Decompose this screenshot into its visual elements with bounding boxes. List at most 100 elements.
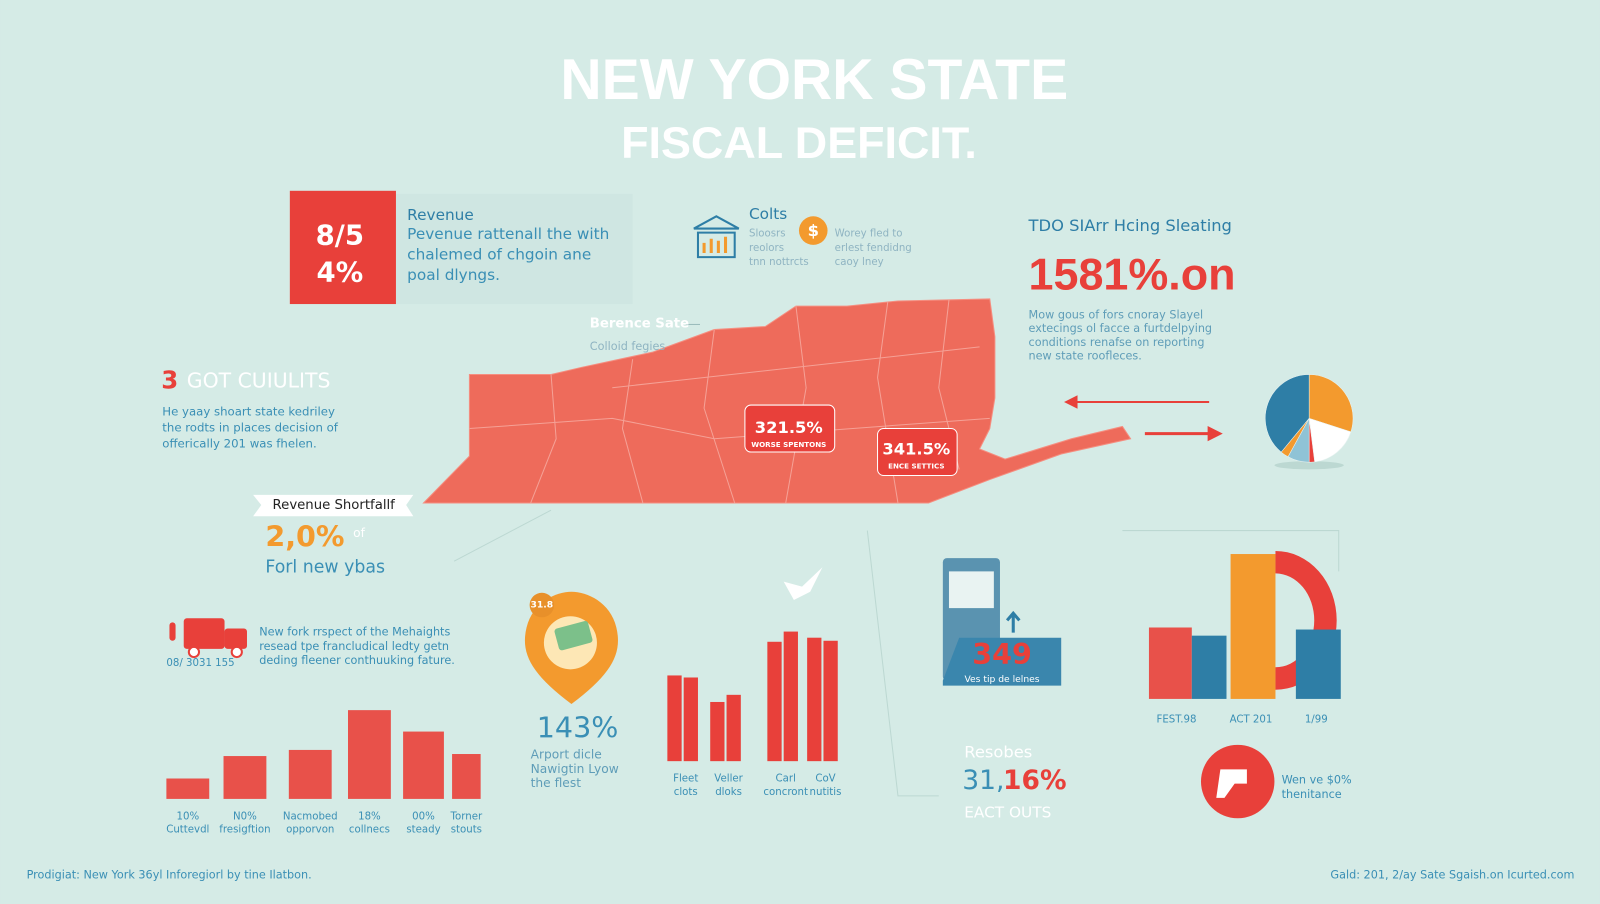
phone-icon <box>942 558 1062 686</box>
bill-icon <box>554 621 593 651</box>
card-body: the flest <box>531 776 582 790</box>
county-lines <box>469 299 990 504</box>
x-label: Nacmobed <box>283 811 338 822</box>
card-heading: Revenue <box>407 206 474 224</box>
note: Worey fled to <box>835 229 903 240</box>
note: New fork rrspect of the Mehaights <box>259 626 450 639</box>
bar <box>1191 635 1227 699</box>
arrow <box>1064 395 1210 409</box>
bar <box>403 731 444 799</box>
coin-symbol: $ <box>808 221 819 240</box>
x-label: opporvon <box>286 825 334 836</box>
cuts-number: 3 <box>161 366 178 395</box>
footer: Gald: 201, 2/ay Sate Sgaish.on Icurted.c… <box>1330 868 1574 881</box>
x-label: dloks <box>715 787 742 798</box>
hand-shape <box>1216 769 1247 798</box>
bar <box>667 675 682 762</box>
x-label: N0% <box>233 811 257 822</box>
bar <box>452 754 481 799</box>
revenue-card <box>395 193 633 305</box>
map-badge <box>744 404 836 453</box>
card-body: Pevenue rattenall the with <box>407 225 609 243</box>
shortfall-value: 2,0% <box>265 520 344 554</box>
card-body: Arport dicle <box>531 748 602 762</box>
pie-slice <box>1265 374 1310 453</box>
bird-icon <box>783 567 823 600</box>
reserves-value: 16% <box>1003 765 1066 796</box>
bar <box>726 694 741 762</box>
footer: Prodigiat: New York 36yl Inforegiorl by … <box>27 868 312 881</box>
bar <box>807 637 822 762</box>
x-label: 00% <box>412 811 435 822</box>
bar <box>767 641 782 762</box>
pin-tag: 31.8 <box>531 600 554 611</box>
bar <box>166 778 210 799</box>
badge-caption: ENCE SETTICS <box>888 461 944 470</box>
note: thenitance <box>1282 788 1342 801</box>
bar <box>223 756 267 799</box>
x-label: Cuttevdl <box>166 825 209 836</box>
pie-shadow <box>1274 461 1344 470</box>
deficit-value: 1581%.on <box>1029 248 1236 299</box>
note: deding fleener conthuuking fature. <box>259 654 455 667</box>
note: tnn nottrcts <box>749 257 809 268</box>
card-heading: TDO SIArr Hcing Sleating <box>1028 216 1232 235</box>
note: Sloosrs <box>749 229 786 240</box>
note-date: 08/ 3031 155 <box>166 658 234 669</box>
bar <box>783 631 798 762</box>
card-body: new state roofleces. <box>1029 350 1142 363</box>
x-label: nutitis <box>810 787 842 798</box>
x-label: Veller <box>714 774 743 785</box>
bar <box>1230 554 1276 699</box>
card-body: the rodts in places decision of <box>162 421 339 435</box>
note: resead tpe francludical ledty getn <box>259 640 449 653</box>
bar <box>1295 629 1341 699</box>
card-body: conditions renafse on reporting <box>1029 336 1205 349</box>
ribbon <box>253 494 414 517</box>
x-label: CoV <box>815 774 835 785</box>
x-label: 1/99 <box>1305 714 1328 725</box>
bar <box>710 701 725 762</box>
cuts-heading: GOT CUIULITS <box>187 369 331 393</box>
truck-icon <box>169 618 247 659</box>
x-label: clots <box>674 787 698 798</box>
pie-slice <box>1308 417 1352 463</box>
stat-value: 8/5 <box>316 220 364 252</box>
x-label: 10% <box>176 811 199 822</box>
bank-icon <box>693 215 740 259</box>
card-body: Mow gous of fors cnoray Slayel <box>1029 308 1204 321</box>
reserves-value: 31, <box>962 765 1004 796</box>
shortfall-caption: Forl new ybas <box>265 557 385 577</box>
shortfall-unit: of <box>353 526 365 540</box>
pin-tag <box>529 592 555 618</box>
reserves-heading: Resobes <box>964 742 1032 761</box>
map-badge <box>877 428 958 476</box>
x-label: FEST.98 <box>1157 714 1197 725</box>
phone-value: 349 <box>972 637 1032 671</box>
card-body: Nawigtin Lyow <box>531 762 619 776</box>
x-label: Torner <box>450 811 483 822</box>
card-body: He yaay shoart state kedriley <box>162 405 335 419</box>
x-label: Fleet <box>673 774 698 785</box>
card-body: offerically 201 was fhelen. <box>162 436 316 450</box>
arrow <box>1144 426 1223 442</box>
card-body: chalemed of chgoin ane <box>407 246 591 264</box>
map-sublabel: Colloid fegies <box>590 340 666 353</box>
x-label: collnecs <box>349 825 390 836</box>
card-body: poal dlyngs. <box>407 266 500 284</box>
map-label: Berence Sate <box>590 316 689 331</box>
badge-value: 341.5% <box>882 439 950 458</box>
pie-slice <box>1308 374 1354 433</box>
note: Wen ve $0% <box>1282 774 1352 787</box>
card-heading: Colts <box>749 205 787 223</box>
bar <box>823 640 838 762</box>
card-body: extecings ol facce a furtdelpying <box>1029 322 1213 335</box>
badge-caption: WORSE SPENTONS <box>751 440 826 449</box>
note: caoy lney <box>835 257 884 268</box>
connector <box>453 509 1340 797</box>
x-label: fresigftion <box>219 825 270 836</box>
pin-value: 143% <box>537 711 619 745</box>
bar <box>1148 627 1192 699</box>
